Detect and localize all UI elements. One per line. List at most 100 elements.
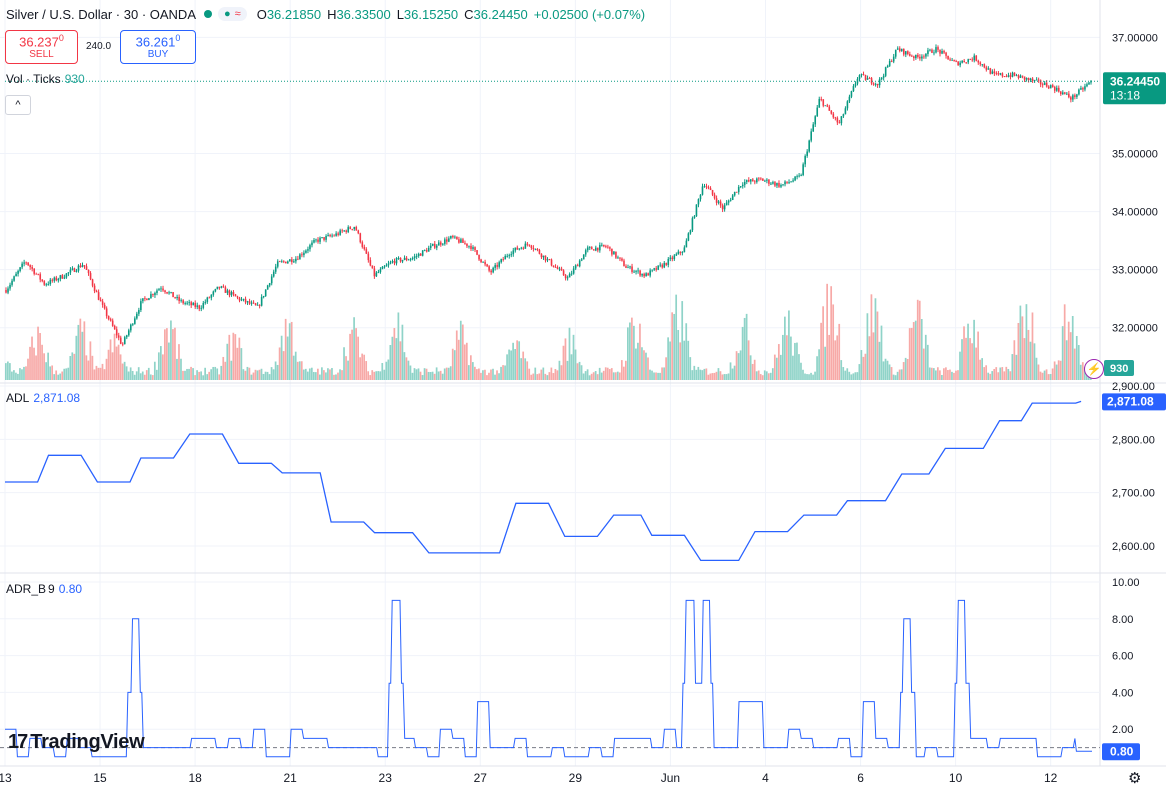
volume-bar	[949, 369, 951, 380]
volume-bar	[520, 358, 523, 380]
candle-body	[687, 233, 690, 241]
adr-y-tick-label: 6.00	[1112, 651, 1133, 663]
volume-bar	[343, 347, 345, 380]
candle-body	[152, 294, 154, 296]
candle-body	[987, 68, 990, 70]
volume-bar	[943, 368, 945, 380]
volume-bar	[333, 374, 335, 380]
tradingview-logo[interactable]: 17 TradingView	[8, 731, 145, 754]
volume-bar	[395, 338, 398, 380]
candle-body	[200, 307, 203, 309]
candle-body	[43, 281, 46, 285]
candle-body	[782, 184, 784, 186]
volume-bar	[715, 371, 718, 380]
candle-body	[210, 294, 213, 298]
candle-body	[389, 262, 392, 264]
adl-y-tick-label: 2,700.00	[1112, 488, 1155, 500]
volume-bar	[1037, 364, 1040, 380]
volume-bar	[25, 366, 27, 380]
gear-icon[interactable]: ⚙	[1128, 770, 1142, 787]
adr-legend[interactable]: ADR_B 9 0.80	[6, 582, 82, 596]
candle-body	[995, 73, 998, 74]
candle-body	[669, 257, 672, 259]
candle-body	[351, 228, 354, 230]
lightning-icon[interactable]: ⚡	[1084, 359, 1104, 379]
volume-bar	[508, 349, 510, 380]
candle-body	[19, 267, 21, 271]
volume-bar	[620, 360, 623, 380]
volume-bar	[997, 372, 1000, 380]
volume-bar	[99, 367, 102, 380]
volume-bar	[683, 340, 686, 380]
candle-body	[293, 261, 295, 263]
volume-bar	[101, 363, 104, 380]
volume-bar	[498, 373, 500, 380]
candle-body	[136, 313, 138, 319]
candle-body	[603, 244, 605, 247]
volume-bar	[912, 322, 915, 380]
candle-body	[73, 268, 76, 272]
volume-bar	[149, 374, 152, 380]
wave-icon: ≈	[234, 8, 241, 20]
candle-body	[1078, 89, 1080, 95]
candle-body	[520, 247, 523, 249]
volume-bar	[888, 364, 891, 380]
candle-body	[1005, 76, 1008, 78]
volume-bar	[260, 368, 263, 380]
volume-bar	[947, 370, 949, 380]
volume-bar	[214, 366, 217, 380]
volume-legend[interactable]: Vol · Ticks 930	[6, 72, 85, 86]
symbol-title[interactable]: Silver / U.S. Dollar · 30 · OANDA	[6, 6, 196, 22]
volume-bar	[97, 367, 100, 380]
candle-body	[435, 245, 438, 248]
candle-body	[246, 301, 249, 303]
volume-bar	[655, 372, 657, 380]
volume-bar	[387, 359, 390, 380]
volume-bar	[210, 369, 213, 380]
volume-bar	[202, 375, 204, 380]
volume-bar	[721, 374, 724, 380]
candle-body	[339, 230, 341, 235]
buy-button[interactable]: 36.2610 BUY	[120, 30, 196, 64]
candle-body	[717, 201, 720, 203]
volume-bar	[637, 342, 639, 380]
candle-body	[1041, 84, 1044, 86]
candle-body	[1076, 94, 1078, 97]
volume-bar	[526, 361, 529, 380]
volume-bar	[198, 371, 200, 380]
sell-button[interactable]: 36.2370 SELL	[5, 30, 78, 64]
volume-bar	[876, 311, 879, 380]
chevron-up-icon[interactable]: ^	[5, 95, 31, 115]
candle-body	[894, 49, 897, 57]
candle-body	[1049, 85, 1052, 89]
volume-bar	[1055, 364, 1058, 380]
candle-body	[1051, 85, 1054, 87]
volume-bar	[323, 370, 325, 380]
price-change: +0.02500 (+0.07%)	[533, 6, 646, 22]
volume-bar	[705, 368, 708, 380]
candle-body	[665, 262, 668, 265]
volume-bar	[806, 374, 808, 380]
volume-bar	[447, 367, 450, 380]
volume-bar	[580, 365, 583, 380]
volume-bar	[866, 313, 869, 380]
volume-bar	[538, 373, 541, 380]
candle-body	[51, 279, 54, 281]
compare-toggle[interactable]: ● ≈	[218, 7, 247, 21]
candle-body	[450, 236, 452, 239]
adl-legend[interactable]: ADL 2,871.08	[6, 391, 80, 405]
candle-body	[643, 273, 645, 277]
candle-body	[184, 303, 186, 304]
candle-body	[1057, 87, 1060, 92]
candle-body	[800, 175, 802, 176]
volume-bar	[5, 363, 7, 380]
candle-body	[1072, 95, 1074, 100]
volume-bar	[254, 369, 257, 380]
volume-bar	[1017, 322, 1020, 380]
candle-body	[607, 246, 609, 248]
candle-body	[17, 270, 19, 274]
candle-body	[365, 249, 368, 254]
volume-bar	[351, 329, 353, 380]
candle-body	[156, 290, 158, 293]
